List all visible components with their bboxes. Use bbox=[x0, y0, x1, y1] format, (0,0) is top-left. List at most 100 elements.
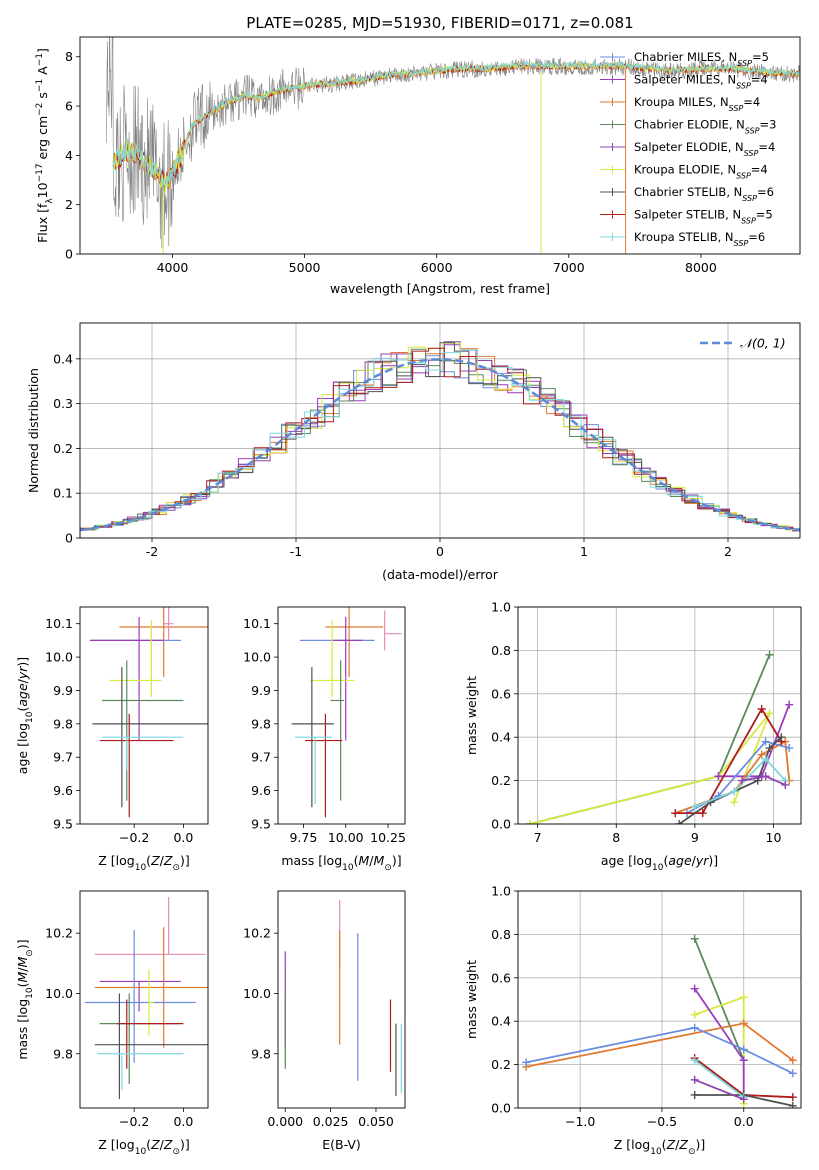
x-tick-label: 6000 bbox=[421, 260, 453, 275]
legend-sub: SSP bbox=[742, 194, 757, 203]
weight-line bbox=[530, 713, 770, 824]
x-tick-label: 0.050 bbox=[358, 1114, 394, 1129]
label-part: ⊙ bbox=[172, 863, 180, 873]
y-axis-label: Normed distribution bbox=[26, 368, 41, 493]
errorbar-point bbox=[95, 897, 206, 954]
x-axis-label: E(B-V) bbox=[322, 1137, 361, 1152]
x-tick-label: 4000 bbox=[157, 260, 189, 275]
y-tick-label: 9.9 bbox=[53, 683, 73, 698]
legend-name: Chabrier ELODIE, N bbox=[634, 118, 745, 132]
y-tick-label: 0.2 bbox=[491, 773, 511, 788]
y-axis-label: mass [log10(M/M⊙)] bbox=[15, 939, 35, 1059]
label-part: yr bbox=[695, 853, 709, 868]
y-tick-label: 9.5 bbox=[251, 817, 271, 832]
label-part: 10 bbox=[35, 182, 50, 198]
weight-marker bbox=[789, 1102, 797, 1110]
legend-sub: SSP bbox=[741, 216, 756, 225]
y-tick-label: 0.0 bbox=[491, 1101, 511, 1116]
y-tick-label: 9.5 bbox=[53, 817, 73, 832]
label-part: Z [log bbox=[98, 1137, 134, 1152]
x-tick-label: −0.5 bbox=[647, 1114, 677, 1129]
label-part: age [log bbox=[601, 853, 652, 868]
label-part: 10 bbox=[652, 863, 664, 873]
legend-nssp: =4 bbox=[758, 140, 775, 154]
legend-label: Chabrier ELODIE, NSSP=3 bbox=[634, 118, 776, 136]
x-tick-label: 5000 bbox=[289, 260, 321, 275]
x-tick-label: 9 bbox=[691, 830, 699, 845]
y-tick-label: 9.7 bbox=[251, 750, 271, 765]
legend-nssp: =6 bbox=[748, 230, 765, 244]
label-part: 10 bbox=[342, 863, 354, 873]
y-axis-label: mass weight bbox=[464, 676, 479, 755]
legend-nssp: =5 bbox=[752, 50, 769, 64]
legend-name: Salpeter STELIB, N bbox=[634, 208, 741, 222]
spectrum-panel: 4000 5000 6000 7000 8000 0 2 4 6 8 wavelength [Ang… bbox=[35, 8, 800, 296]
y-tick-label: 0.8 bbox=[491, 643, 511, 658]
legend-label: Kroupa MILES, NSSP=4 bbox=[634, 95, 760, 113]
plot-area bbox=[85, 897, 208, 1099]
figure-title: PLATE=0285, MJD=51930, FIBERID=0171, z=0… bbox=[246, 14, 633, 32]
x-tick-label: -2 bbox=[146, 544, 158, 559]
x-tick-label: 10.25 bbox=[370, 830, 406, 845]
errorbar-point bbox=[100, 981, 181, 1011]
y-tick-label: 10.2 bbox=[45, 926, 73, 941]
y-tick-label: 9.7 bbox=[53, 750, 73, 765]
legend-sub: SSP bbox=[744, 149, 759, 158]
legend-sub: SSP bbox=[736, 81, 751, 90]
errorbar-point bbox=[102, 737, 183, 770]
label-part: age bbox=[15, 683, 30, 707]
errorbar-point bbox=[332, 617, 362, 741]
weight-marker bbox=[740, 993, 748, 1001]
x-axis-label: Z [log10(Z/Z⊙)] bbox=[614, 1137, 706, 1157]
label-part: )] bbox=[180, 853, 190, 868]
mass-vs-EBV-panel: 0.000 0.025 0.0509.810.010.2 E(B-V) bbox=[243, 891, 405, 1152]
label-part: )] bbox=[708, 853, 718, 868]
label-part: age bbox=[668, 853, 692, 868]
y-tick-label: 4 bbox=[65, 148, 73, 163]
label-part: )] bbox=[695, 1137, 705, 1152]
x-tick-label: 0.0 bbox=[734, 1114, 754, 1129]
weight-marker bbox=[691, 1091, 699, 1099]
x-axis-label: age [log10(age/yr)] bbox=[601, 853, 718, 873]
y-tick-label: 0.6 bbox=[491, 970, 511, 985]
legend-sub: SSP bbox=[729, 104, 744, 113]
plot-area bbox=[285, 900, 401, 1096]
x-tick-label: 0.000 bbox=[267, 1114, 303, 1129]
y-tick-label: 9.9 bbox=[251, 683, 271, 698]
y-tick-label: 1.0 bbox=[491, 884, 511, 899]
weight-marker bbox=[785, 701, 793, 709]
weight-marker bbox=[671, 809, 679, 817]
errorbar-point bbox=[385, 610, 402, 650]
legend-sub: SSP bbox=[736, 171, 751, 180]
y-tick-label: 10.2 bbox=[243, 926, 271, 941]
legend-sub: SSP bbox=[745, 126, 760, 135]
y-tick-label: 10.0 bbox=[243, 650, 271, 665]
label-part: M bbox=[374, 853, 385, 868]
ticks: 0.000 0.025 0.0509.810.010.2 bbox=[243, 926, 394, 1129]
label-part: )] bbox=[392, 853, 402, 868]
x-tick-label: −1.0 bbox=[565, 1114, 595, 1129]
errorbar-point bbox=[110, 620, 162, 697]
x-tick-label: 0.0 bbox=[173, 1114, 193, 1129]
weight-line bbox=[526, 1028, 793, 1074]
legend-name: Chabrier MILES, N bbox=[634, 50, 737, 64]
legend-sub: SSP bbox=[737, 59, 752, 68]
plot-area bbox=[80, 342, 809, 531]
x-tick-label: 10 bbox=[766, 830, 782, 845]
label-part: ⊙ bbox=[172, 1147, 180, 1157]
y-axis-label: Flux [fλ10−17 erg cm−2 s−1 A−1] bbox=[35, 48, 55, 243]
age-vs-mass-panel: 9.75 10.00 10.259.59.69.79.89.910.010.1mas… bbox=[243, 607, 406, 873]
legend-sub: SSP bbox=[734, 239, 749, 248]
label-part: 10 bbox=[135, 863, 147, 873]
axes-frame bbox=[80, 607, 208, 824]
label-part: Z bbox=[163, 853, 173, 868]
label-part: Z bbox=[150, 853, 160, 868]
errorbar-point bbox=[164, 607, 174, 640]
label-part: )] bbox=[15, 657, 30, 667]
label-part: ] bbox=[35, 48, 50, 53]
ticks: 7 8 9 10 0.0 0.2 0.4 0.6 0.8 1.0 bbox=[491, 600, 781, 846]
y-tick-label: 0.4 bbox=[491, 1014, 511, 1029]
weight-marker bbox=[730, 798, 738, 806]
legend-nssp: =4 bbox=[751, 73, 768, 87]
y-tick-label: 1.0 bbox=[491, 600, 511, 615]
